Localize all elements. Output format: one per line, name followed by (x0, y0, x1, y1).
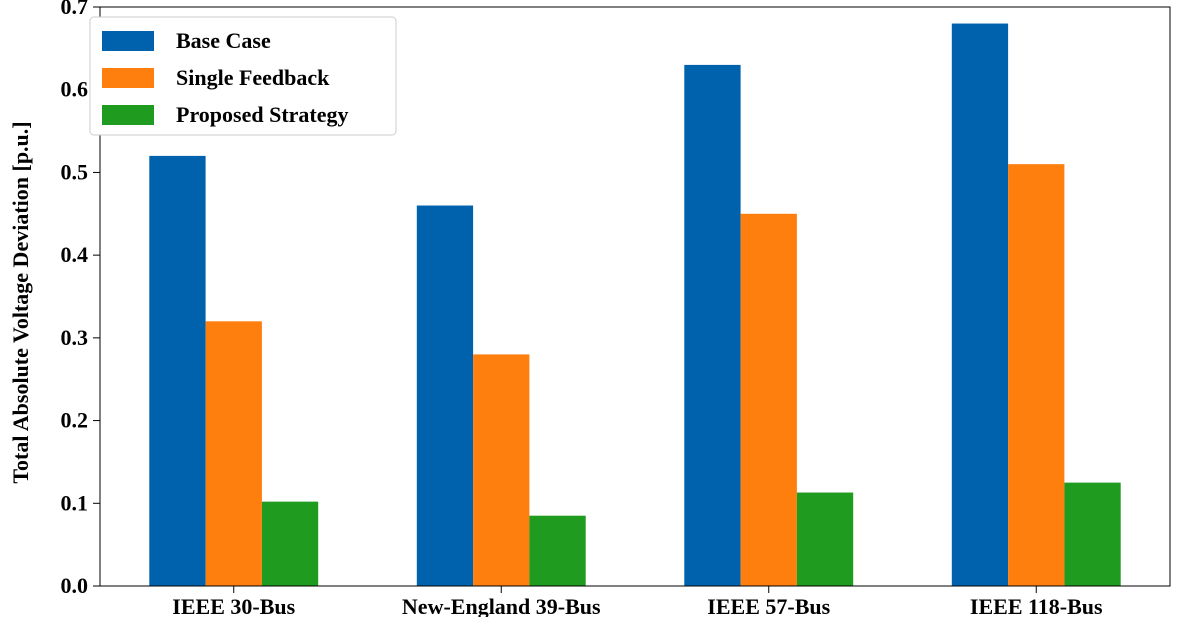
y-axis-title: Total Absolute Voltage Deviation [p.u.] (8, 121, 33, 483)
bar-proposed-strategy-0 (261, 501, 319, 586)
y-tick-label: 0.2 (61, 408, 89, 433)
legend-swatch-single-feedback (102, 68, 154, 88)
plot-frame (99, 6, 1171, 587)
axes-layer (99, 6, 1171, 587)
x-tick-label: New-England 39-Bus (402, 594, 601, 617)
y-tick-label: 0.4 (61, 242, 89, 267)
legend-label-base-case: Base Case (176, 28, 271, 53)
y-tick-label: 0.0 (61, 573, 89, 598)
x-axis: IEEE 30-Bus New-England 39-Bus IEEE 57-Bus… (172, 586, 1103, 617)
y-tick-label: 0.1 (61, 490, 89, 515)
legend-swatch-base-case (102, 31, 154, 51)
bar-proposed-strategy-3 (1064, 482, 1121, 586)
legend: Base Case Single Feedback Proposed Strateg… (89, 16, 397, 136)
x-tick-label: IEEE 118-Bus (970, 594, 1103, 617)
bar-single-feedback-2 (740, 213, 797, 587)
y-tick-label: 0.5 (61, 159, 89, 184)
bar-proposed-strategy-2 (796, 492, 854, 586)
bar-base-case-1 (416, 205, 474, 586)
bar-proposed-strategy-1 (529, 515, 586, 586)
x-tick-label: IEEE 30-Bus (172, 594, 295, 617)
legend-swatch-proposed-strategy (102, 105, 154, 125)
bar-single-feedback-0 (205, 321, 262, 586)
y-tick-label: 0.7 (61, 0, 89, 19)
bar-base-case-3 (951, 23, 1009, 587)
bar-single-feedback-1 (473, 354, 530, 586)
legend-label-single-feedback: Single Feedback (176, 65, 330, 90)
y-tick-label: 0.6 (61, 77, 89, 102)
y-axis: 0.0 0.1 0.2 0.3 0.4 0.5 0.6 0.7 (61, 0, 100, 598)
bar-base-case-0 (149, 155, 206, 586)
bars-layer (149, 23, 1121, 587)
x-tick-label: IEEE 57-Bus (707, 594, 830, 617)
bar-base-case-2 (684, 64, 741, 586)
y-tick-label: 0.3 (61, 325, 89, 350)
bar-single-feedback-3 (1008, 164, 1065, 586)
legend-label-proposed-strategy: Proposed Strategy (176, 102, 349, 127)
legend-box (89, 16, 397, 136)
